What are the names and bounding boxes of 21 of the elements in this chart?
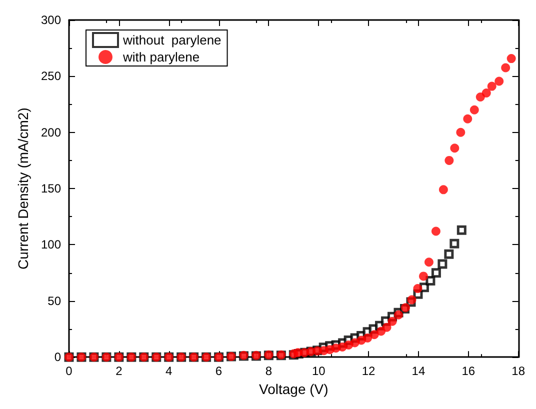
x-tick-label: 2 — [116, 364, 123, 378]
y-tick-label: 0 — [54, 350, 62, 364]
legend-label: without parylene — [122, 32, 222, 48]
x-tick-label: 8 — [265, 364, 272, 378]
x-tick-label: 14 — [412, 364, 426, 378]
x-tick-label: 0 — [66, 364, 73, 378]
y-tick-label: 50 — [48, 294, 62, 308]
x-tick-label: 16 — [462, 364, 476, 378]
y-tick-label: 100 — [40, 238, 62, 252]
legend-label: with parylene — [122, 50, 200, 64]
y-axis-title: Current Density (mA/cm2) — [15, 108, 32, 270]
y-tick-label: 300 — [40, 13, 62, 27]
x-axis-title: Voltage (V) — [259, 381, 328, 397]
y-tick-label: 200 — [40, 125, 62, 140]
y-tick-label: 150 — [40, 182, 62, 196]
x-tick-label: 18 — [512, 364, 526, 378]
x-tick-label: 12 — [362, 364, 376, 378]
x-tick-label: 4 — [166, 364, 173, 378]
x-tick-label: 6 — [215, 364, 222, 378]
x-tick-label: 10 — [312, 364, 326, 378]
y-tick-label: 250 — [40, 69, 62, 84]
